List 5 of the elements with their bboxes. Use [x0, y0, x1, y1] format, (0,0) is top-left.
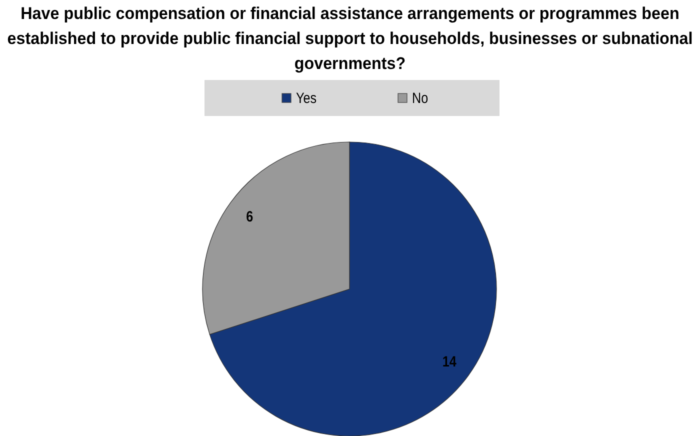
legend-label: No: [412, 88, 428, 106]
data-label: 6: [246, 207, 254, 225]
data-label: 14: [442, 352, 457, 370]
legend-label: Yes: [296, 88, 317, 106]
chart-title: Have public compensation or financial assistance arrangements or programmes been established to provide public financial support to households, businesses or subnational governments?: [7, 4, 693, 74]
